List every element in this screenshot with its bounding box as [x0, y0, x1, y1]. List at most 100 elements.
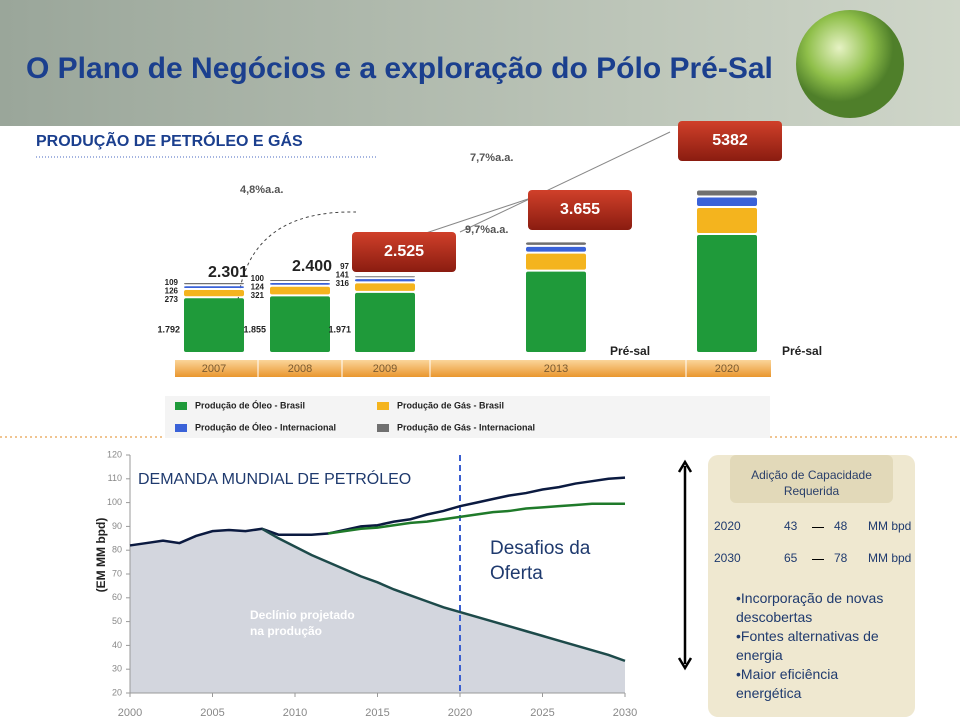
x-tick-label: 2008	[288, 363, 312, 375]
x-tick-label: 2010	[283, 707, 307, 719]
shade	[130, 528, 625, 693]
value-label: 321	[251, 291, 265, 300]
cell: 78	[834, 551, 848, 565]
value-label: 316	[336, 279, 350, 288]
bar-segment	[355, 276, 415, 278]
bullets: •Incorporação de novas descobertas •Fonte…	[736, 589, 896, 703]
y-tick-label: 120	[107, 449, 122, 459]
bar-segment	[355, 292, 415, 352]
bar-segment	[184, 286, 244, 289]
y-tick-label: 60	[112, 592, 122, 602]
x-tick-label: 2005	[200, 707, 224, 719]
x-tick-label: 2020	[715, 363, 739, 375]
cell: 48	[834, 519, 848, 533]
bar-segment	[270, 280, 330, 281]
bar-segment	[184, 298, 244, 352]
y-tick-label: 20	[112, 687, 122, 697]
y-tick-label: 110	[108, 473, 122, 483]
legend-bg	[165, 396, 770, 438]
y-tick-label: 50	[112, 616, 122, 626]
cell: 2020	[714, 519, 741, 533]
line	[129, 476, 626, 547]
value-label: 97	[340, 262, 349, 271]
total-label: 2.400	[292, 258, 332, 275]
chart-title: DEMANDA MUNDIAL DE PETRÓLEO	[138, 469, 411, 488]
x-tick-label: 2000	[118, 707, 142, 719]
total-box	[352, 232, 456, 272]
x-tick-label: 2013	[544, 363, 568, 375]
value-label: 124	[251, 283, 265, 292]
value-label: 126	[165, 287, 179, 296]
annotation: Declínio projetado	[250, 608, 355, 622]
value-label: 100	[251, 274, 265, 283]
globe	[796, 10, 904, 118]
annotation: 9,7%a.a.	[465, 224, 508, 236]
timeline	[175, 360, 771, 377]
legend-swatch	[175, 402, 187, 410]
bar-segment	[697, 208, 757, 233]
x-tick-label: 2030	[613, 707, 637, 719]
bar-segment	[355, 279, 415, 282]
bar-segment	[270, 296, 330, 352]
dash	[812, 527, 824, 528]
annotation: na produção	[250, 624, 322, 638]
dash	[812, 559, 824, 560]
annotation: Desafios da	[490, 538, 591, 559]
y-tick-label: 70	[112, 568, 122, 578]
cell: MM bpd	[868, 551, 912, 565]
value-label: 141	[336, 271, 350, 280]
annotation: Pré-sal	[782, 344, 822, 358]
x-tick-label: 2015	[365, 707, 389, 719]
legend-swatch	[377, 402, 389, 410]
y-axis-label: (EM MM bpd)	[94, 518, 108, 593]
capacity-panel: Adição de Capacidade Requerida •Incorpor…	[708, 455, 915, 717]
growth-arc	[237, 211, 357, 301]
value-label: 1.971	[328, 324, 351, 334]
x-tick-label: 2009	[373, 363, 397, 375]
y-tick-label: 90	[112, 521, 122, 531]
range-arrow	[677, 459, 693, 671]
bar-segment	[184, 283, 244, 285]
annotation: Pré-sal	[610, 344, 650, 358]
annotation: 7,7%a.a.	[470, 152, 513, 164]
y-tick-label: 100	[107, 497, 122, 507]
legend-label: Produção de Óleo - Internacional	[195, 421, 336, 432]
total-label: 2.525	[384, 243, 424, 260]
total-box	[528, 190, 632, 230]
line	[327, 502, 625, 535]
total-label: 2.301	[208, 264, 248, 281]
annotation: 4,8%a.a.	[240, 184, 283, 196]
annotation: Oferta	[490, 563, 543, 584]
y-tick-label: 30	[112, 664, 122, 674]
bar-segment	[270, 283, 330, 285]
cell: MM bpd	[868, 519, 912, 533]
y-tick-label: 80	[112, 545, 122, 555]
line	[261, 527, 626, 663]
cell: 43	[784, 519, 798, 533]
y-tick-label: 40	[112, 640, 122, 650]
total-label: 3.655	[560, 201, 600, 218]
total-box	[678, 121, 782, 161]
x-tick-label: 2025	[530, 707, 554, 719]
bar-segment	[526, 253, 586, 270]
bullet: •Incorporação de novas descobertas	[736, 590, 884, 625]
legend-label: Produção de Gás - Internacional	[397, 422, 535, 432]
bar-segment	[697, 190, 757, 196]
bar-segment	[526, 271, 586, 352]
legend-label: Produção de Gás - Brasil	[397, 400, 504, 410]
legend-label: Produção de Óleo - Brasil	[195, 399, 305, 410]
bar-segment	[697, 235, 757, 352]
bullet: •Fontes alternativas de energia	[736, 628, 879, 663]
x-tick-label: 2007	[202, 363, 226, 375]
page-title: O Plano de Negócios e a exploração do Pó…	[26, 52, 773, 85]
bar-segment	[270, 286, 330, 295]
value-label: 1.792	[157, 324, 180, 334]
value-label: 273	[165, 295, 179, 304]
bar-segment	[526, 242, 586, 245]
legend-swatch	[377, 424, 389, 432]
bar-segment	[526, 246, 586, 252]
bar-segment	[184, 290, 244, 297]
total-label: 5382	[712, 132, 748, 149]
